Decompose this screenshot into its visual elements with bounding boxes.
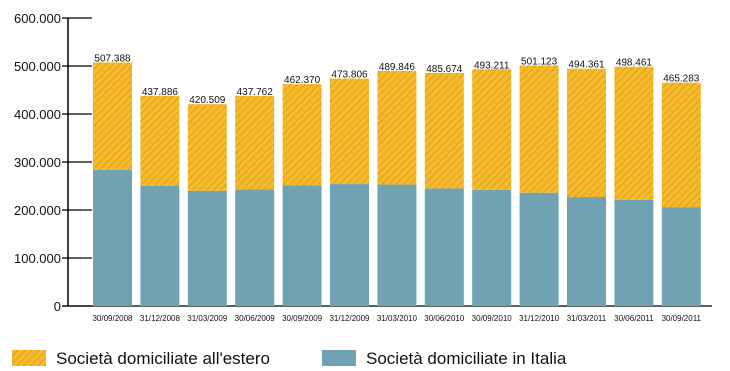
bar-estero <box>235 95 275 190</box>
y-tick-label: 0 <box>54 299 61 314</box>
bar-estero <box>140 95 180 186</box>
total-labels: 507.388 437.886 420.509 437.762 462.370 473.8… <box>94 53 699 106</box>
total-label: 485.674 <box>426 64 463 75</box>
bar-estero <box>424 72 464 189</box>
y-tick-label: 500.000 <box>14 59 61 74</box>
x-tick-label: 31/12/2008 <box>140 314 181 323</box>
total-label: 494.361 <box>568 60 605 71</box>
bar-estero <box>661 82 701 208</box>
total-label: 462.370 <box>284 75 321 86</box>
total-label: 465.283 <box>663 74 700 85</box>
total-label: 489.846 <box>379 62 416 73</box>
total-label: 437.886 <box>142 87 179 98</box>
x-tick-label: 30/09/2008 <box>92 314 133 323</box>
bar-italia <box>187 190 227 306</box>
y-tick-label: 600.000 <box>14 11 61 26</box>
x-tick-label: 30/06/2009 <box>235 314 276 323</box>
bar-estero <box>377 70 417 185</box>
y-tick-label: 300.000 <box>14 155 61 170</box>
bar-estero <box>282 84 322 186</box>
bar-estero <box>187 104 227 191</box>
bar-italia <box>424 188 464 306</box>
bar-italia <box>282 185 322 306</box>
legend: Società domiciliate all'estero Società do… <box>12 349 567 368</box>
x-tick-label: 30/09/2010 <box>472 314 513 323</box>
x-tick-label: 30/06/2010 <box>424 314 465 323</box>
bar-italia <box>330 184 369 306</box>
bar-italia <box>519 192 559 306</box>
bar-estero <box>93 62 132 170</box>
bar-italia <box>235 189 275 306</box>
bar-italia <box>614 199 654 306</box>
bar-estero <box>519 65 559 193</box>
bar-italia <box>140 186 180 306</box>
bar-estero <box>330 78 369 185</box>
legend-swatch <box>12 350 46 366</box>
bar-italia <box>472 189 512 306</box>
bar-estero <box>567 68 606 198</box>
total-label: 437.762 <box>237 87 274 98</box>
y-tick-label: 400.000 <box>14 107 61 122</box>
bar-estero <box>614 66 654 200</box>
bar-estero <box>472 69 512 190</box>
total-label: 420.509 <box>189 95 226 106</box>
x-tick-label: 31/12/2010 <box>519 314 560 323</box>
x-tick-label: 30/06/2011 <box>614 314 654 323</box>
bar-italia <box>377 184 417 306</box>
total-label: 507.388 <box>94 53 131 64</box>
legend-swatch <box>322 350 356 366</box>
total-label: 473.806 <box>331 70 368 81</box>
x-tick-label: 30/09/2011 <box>662 314 702 323</box>
y-tick-label: 100.000 <box>14 251 61 266</box>
x-tick-label: 31/03/2009 <box>187 314 228 323</box>
total-label: 498.461 <box>616 58 653 69</box>
legend-label: Società domiciliate all'estero <box>56 349 270 368</box>
total-label: 493.211 <box>474 60 510 71</box>
legend-label: Società domiciliate in Italia <box>366 349 567 368</box>
y-axis: 0 100.000 200.000 300.000 400.000 500.000 600.… <box>14 11 712 314</box>
x-axis-labels: 30/09/2008 31/12/2008 31/03/2009 30/06/2009… <box>92 314 701 323</box>
x-tick-label: 31/03/2011 <box>567 314 607 323</box>
total-label: 501.123 <box>521 56 558 67</box>
x-tick-label: 30/09/2009 <box>282 314 323 323</box>
bars <box>93 62 701 306</box>
bar-italia <box>93 169 132 306</box>
x-tick-label: 31/03/2010 <box>377 314 418 323</box>
y-tick-label: 200.000 <box>14 203 61 218</box>
bar-italia <box>661 207 701 306</box>
bar-italia <box>567 197 606 306</box>
x-tick-label: 31/12/2009 <box>329 314 370 323</box>
